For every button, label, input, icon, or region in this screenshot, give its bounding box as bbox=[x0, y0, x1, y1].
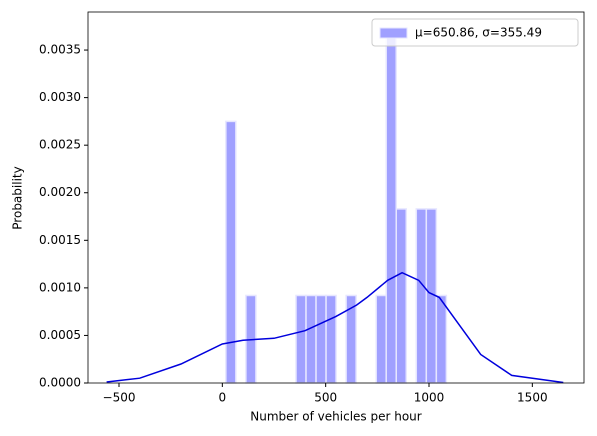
y-tick-label: 0.0025 bbox=[39, 138, 81, 152]
bar bbox=[315, 294, 327, 384]
x-tick-label: 500 bbox=[314, 391, 337, 405]
y-tick-label: 0.0030 bbox=[39, 90, 81, 104]
x-axis-label: Number of vehicles per hour bbox=[250, 410, 422, 424]
bar bbox=[395, 208, 408, 384]
bar bbox=[325, 294, 337, 384]
y-tick-label: 0.0035 bbox=[39, 43, 81, 57]
bar bbox=[385, 33, 397, 384]
legend-swatch bbox=[379, 27, 408, 39]
bar bbox=[415, 208, 428, 384]
bar bbox=[295, 294, 307, 384]
legend-label: μ=650.86, σ=355.49 bbox=[415, 26, 542, 40]
y-tick-label: 0.0005 bbox=[39, 328, 81, 342]
plot-frame bbox=[87, 11, 585, 384]
bar bbox=[375, 294, 387, 384]
x-tick-label: 1000 bbox=[414, 391, 445, 405]
legend-box bbox=[371, 18, 579, 47]
kde-line bbox=[106, 271, 564, 384]
x-tick-label: −500 bbox=[103, 391, 136, 405]
bar bbox=[305, 294, 317, 384]
y-tick-label: 0.0010 bbox=[39, 280, 81, 294]
y-tick-label: 0.0020 bbox=[39, 185, 81, 199]
y-axis-label: Probability bbox=[11, 166, 25, 229]
y-tick-label: 0.0000 bbox=[39, 376, 81, 390]
x-tick-label: 1500 bbox=[517, 391, 548, 405]
x-tick-label: 0 bbox=[219, 391, 227, 405]
y-tick-label: 0.0015 bbox=[39, 233, 81, 247]
bar bbox=[435, 294, 448, 384]
